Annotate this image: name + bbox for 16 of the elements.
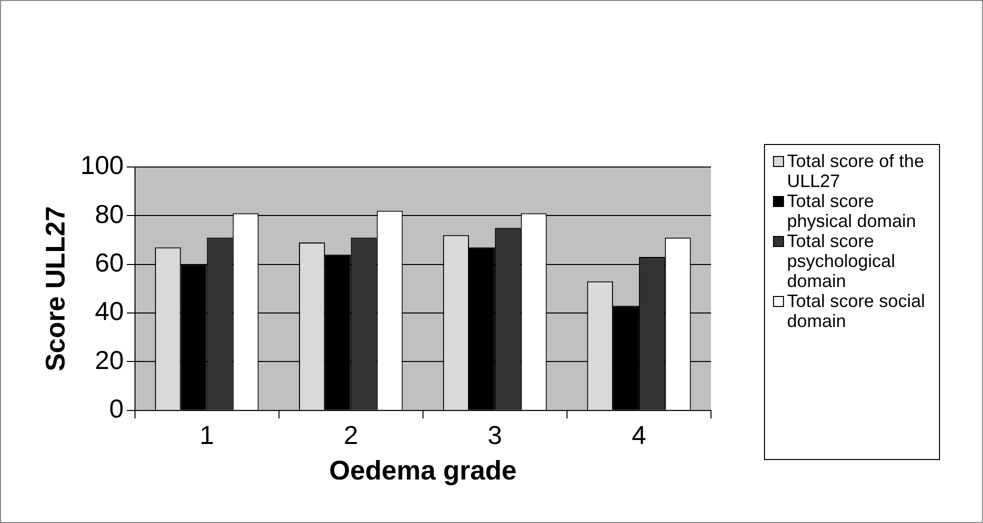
- legend-label: Total score physical domain: [787, 191, 918, 231]
- y-tick-label: 100: [80, 150, 124, 180]
- legend-label: Total score social domain: [787, 291, 926, 331]
- y-tick-label: 60: [94, 248, 124, 278]
- y-tick-label: 40: [94, 296, 124, 326]
- x-tick-label: 4: [632, 420, 646, 450]
- x-tick-label: 2: [344, 420, 358, 450]
- y-tick-label: 0: [109, 394, 124, 424]
- y-axis-title: Score ULL27: [40, 206, 71, 372]
- x-tick-label: 1: [200, 420, 214, 450]
- y-tick-label: 80: [94, 198, 124, 229]
- x-axis-title: Oedema grade: [329, 455, 517, 486]
- legend-label: Total score psychological domain: [787, 231, 896, 291]
- legend-label: Total score of the ULL27: [787, 151, 926, 191]
- y-tick-label: 20: [94, 344, 124, 375]
- x-tick-label: 3: [488, 420, 502, 450]
